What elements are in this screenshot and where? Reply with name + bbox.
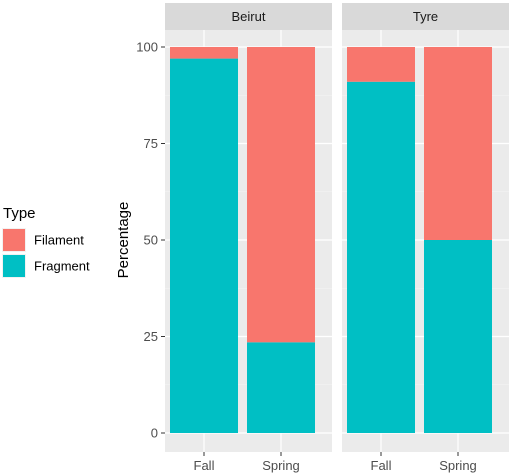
bar-fragment-tyre-spring: [424, 240, 492, 433]
y-tick-label: 0: [151, 426, 158, 441]
bar-fragment-beirut-fall: [170, 58, 238, 434]
facet-strip-label: Beirut: [232, 9, 266, 24]
y-tick-label: 25: [144, 329, 158, 344]
bar-filament-tyre-spring: [424, 47, 492, 240]
facets: Beirut Fall Spring 0 25 50 75 100 Tyre Fall Spring: [136, 3, 509, 473]
y-axis-title-group: Percentage: [115, 202, 132, 279]
legend-label-filament: Filament: [34, 233, 84, 248]
facet-panel-beirut: Beirut Fall Spring 0 25 50 75 100: [136, 3, 332, 473]
y-tick-label: 100: [136, 40, 158, 55]
x-tick-label: Spring: [262, 458, 300, 473]
y-tick-label: 50: [144, 233, 158, 248]
x-tick-label: Fall: [371, 458, 392, 473]
x-tick-label: Spring: [439, 458, 477, 473]
y-axis-title: Percentage: [115, 202, 132, 279]
legend: Type Filament Fragment: [2, 205, 90, 278]
legend-title: Type: [3, 205, 36, 222]
facet-strip: [342, 3, 509, 30]
facet-strip-label: Tyre: [413, 9, 438, 24]
legend-key-filament: [3, 229, 25, 251]
bar-filament-beirut-spring: [247, 47, 315, 343]
legend-label-fragment: Fragment: [34, 259, 90, 274]
facet-strip: [165, 3, 332, 30]
legend-key-fragment: [3, 255, 25, 277]
bar-filament-tyre-fall: [347, 47, 415, 82]
bar-fragment-beirut-spring: [247, 342, 315, 433]
x-tick-label: Fall: [194, 458, 215, 473]
bar-fragment-tyre-fall: [347, 81, 415, 434]
facet-panel-tyre: Tyre Fall Spring: [342, 3, 509, 473]
y-tick-label: 75: [144, 136, 158, 151]
bar-filament-beirut-fall: [170, 47, 238, 59]
